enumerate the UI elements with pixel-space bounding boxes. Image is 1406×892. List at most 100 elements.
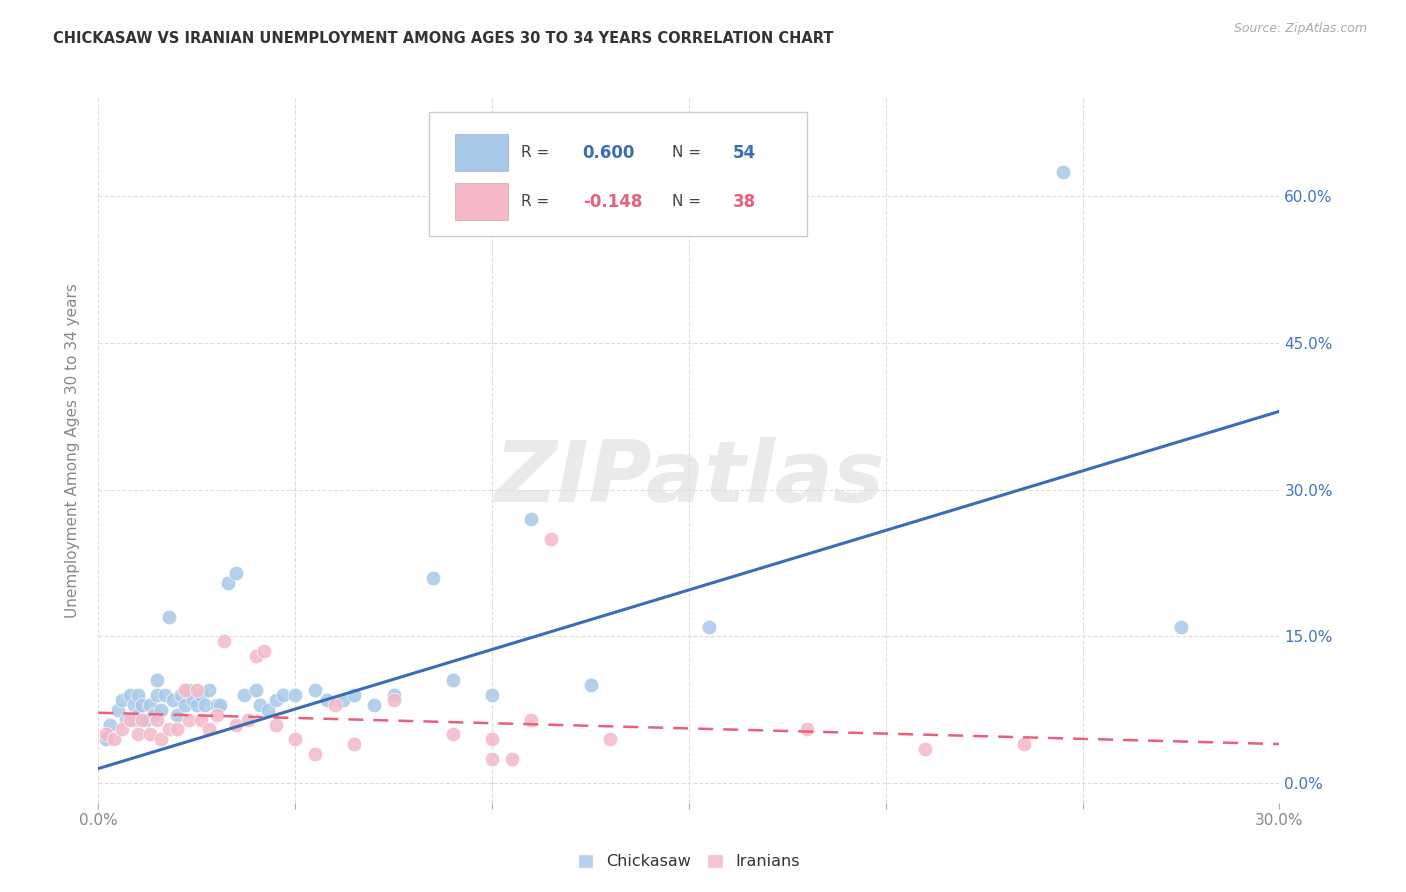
Point	[127, 727, 149, 741]
Point	[146, 673, 169, 688]
Point	[115, 713, 138, 727]
Point	[131, 713, 153, 727]
FancyBboxPatch shape	[429, 112, 807, 235]
Point	[107, 703, 129, 717]
Point	[186, 683, 208, 698]
Point	[205, 707, 228, 722]
Text: R =: R =	[522, 145, 554, 161]
Point	[1052, 164, 1074, 178]
Point	[264, 717, 287, 731]
Text: ZIPatlas: ZIPatlas	[494, 437, 884, 520]
Point	[599, 732, 621, 747]
Point	[249, 698, 271, 712]
Point	[174, 698, 197, 712]
Point	[304, 683, 326, 698]
Point	[382, 688, 405, 702]
Text: N =: N =	[672, 194, 706, 210]
Point	[256, 703, 278, 717]
Point	[166, 723, 188, 737]
Point	[245, 648, 267, 663]
Point	[177, 683, 200, 698]
Point	[264, 693, 287, 707]
Point	[363, 698, 385, 712]
Point	[197, 683, 219, 698]
FancyBboxPatch shape	[456, 135, 508, 171]
Text: 38: 38	[733, 193, 756, 211]
Point	[214, 634, 236, 648]
Point	[103, 732, 125, 747]
Text: N =: N =	[672, 145, 706, 161]
Point	[225, 566, 247, 580]
Point	[914, 742, 936, 756]
FancyBboxPatch shape	[456, 184, 508, 220]
Point	[236, 713, 259, 727]
Point	[481, 732, 503, 747]
Point	[225, 717, 247, 731]
Point	[253, 644, 276, 658]
Point	[332, 693, 354, 707]
Point	[135, 713, 157, 727]
Point	[174, 683, 197, 698]
Point	[111, 723, 134, 737]
Text: 0.600: 0.600	[582, 144, 636, 161]
Point	[284, 688, 307, 702]
Point	[304, 747, 326, 761]
Point	[96, 727, 118, 741]
Point	[501, 752, 523, 766]
Point	[343, 737, 366, 751]
Text: Source: ZipAtlas.com: Source: ZipAtlas.com	[1233, 22, 1367, 36]
Point	[157, 610, 180, 624]
Point	[131, 698, 153, 712]
Point	[157, 723, 180, 737]
Point	[1170, 619, 1192, 633]
Point	[150, 732, 173, 747]
Y-axis label: Unemployment Among Ages 30 to 34 years: Unemployment Among Ages 30 to 34 years	[65, 283, 80, 618]
Point	[520, 512, 543, 526]
Point	[190, 713, 212, 727]
Point	[441, 727, 464, 741]
Text: CHICKASAW VS IRANIAN UNEMPLOYMENT AMONG AGES 30 TO 34 YEARS CORRELATION CHART: CHICKASAW VS IRANIAN UNEMPLOYMENT AMONG …	[53, 31, 834, 46]
Point	[122, 698, 145, 712]
Point	[245, 683, 267, 698]
Point	[177, 713, 200, 727]
Point	[315, 693, 337, 707]
Point	[382, 693, 405, 707]
Point	[166, 707, 188, 722]
Point	[579, 678, 602, 692]
Point	[142, 707, 165, 722]
Point	[186, 698, 208, 712]
Point	[441, 673, 464, 688]
Point	[540, 532, 562, 546]
Text: 54: 54	[733, 144, 756, 161]
Point	[96, 732, 118, 747]
Point	[170, 688, 193, 702]
Point	[190, 688, 212, 702]
Point	[118, 713, 141, 727]
Point	[150, 703, 173, 717]
Point	[343, 688, 366, 702]
Point	[146, 713, 169, 727]
Point	[217, 575, 239, 590]
Point	[111, 693, 134, 707]
Point	[138, 727, 160, 741]
Point	[422, 571, 444, 585]
Legend: Chickasaw, Iranians: Chickasaw, Iranians	[571, 847, 807, 876]
Point	[697, 619, 720, 633]
Text: -0.148: -0.148	[582, 193, 643, 211]
Point	[118, 688, 141, 702]
Point	[284, 732, 307, 747]
Point	[181, 693, 204, 707]
Point	[205, 698, 228, 712]
Point	[162, 693, 184, 707]
Point	[209, 698, 232, 712]
Point	[481, 688, 503, 702]
Point	[233, 688, 256, 702]
Point	[155, 688, 177, 702]
Point	[194, 698, 217, 712]
Point	[127, 688, 149, 702]
Point	[197, 723, 219, 737]
Point	[520, 713, 543, 727]
Point	[1012, 737, 1035, 751]
Point	[138, 698, 160, 712]
Point	[122, 713, 145, 727]
